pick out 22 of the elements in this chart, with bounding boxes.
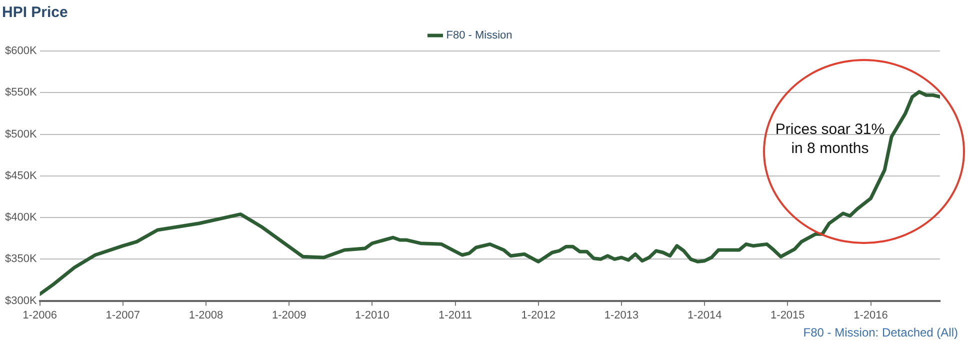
- y-tick-label: $600K: [4, 45, 38, 58]
- y-tick-label: $450K: [4, 170, 38, 182]
- x-tick-label: 1-2010: [355, 309, 390, 322]
- y-tick-label: $550K: [4, 86, 38, 99]
- x-tick-label: 1-2013: [604, 309, 639, 322]
- y-tick-label: $500K: [4, 128, 38, 140]
- x-tick-label: 1-2006: [22, 309, 57, 322]
- y-tick-label: $350K: [4, 253, 38, 266]
- x-tick-label: 1-2014: [687, 309, 722, 322]
- x-tick-label: 1-2015: [770, 309, 805, 322]
- x-tick-label: 1-2016: [854, 309, 888, 322]
- x-tick-label: 1-2009: [272, 309, 306, 322]
- x-tick-label: 1-2008: [188, 309, 224, 322]
- text: F80 - Mission: Detached (All): [803, 325, 958, 340]
- x-tick-label: 1-2012: [521, 309, 556, 322]
- x-tick-label: 1-2007: [106, 309, 140, 322]
- chart-title: HPI Price: [2, 4, 68, 22]
- legend-label: F80 - Mission: [446, 30, 512, 42]
- y-tick-label: $300K: [4, 294, 38, 307]
- y-tick-label: $400K: [4, 212, 38, 224]
- annotation: Prices soar 31% in 8 months: [774, 120, 886, 158]
- x-tick-label: 1-2011: [438, 309, 472, 322]
